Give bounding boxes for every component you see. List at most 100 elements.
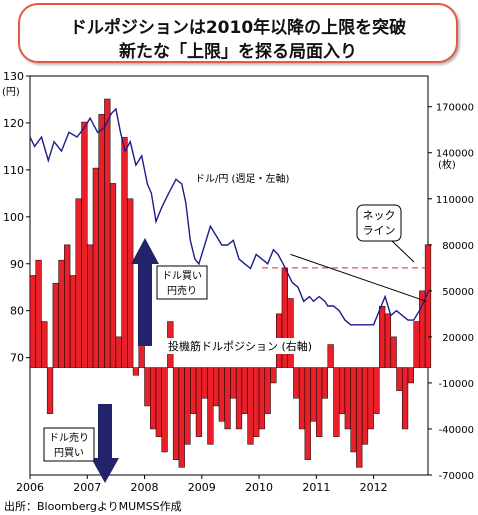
title-box: ドルポジションは2010年以降の上限を突破 新たな「上限」を探る局面入り xyxy=(18,3,458,63)
position-bar xyxy=(270,367,277,384)
dollar-sell-label: ドル売り xyxy=(49,431,89,444)
x-tick-label: 2008 xyxy=(131,481,159,494)
source-note: 出所：BloombergよりMUMSS作成 xyxy=(4,500,182,513)
right-tick-label: 140000 xyxy=(436,149,474,160)
position-bar xyxy=(419,290,426,368)
position-bar xyxy=(379,305,386,368)
series-label-positions: 投機筋ドルポジション (右軸) xyxy=(168,339,312,353)
left-tick-label: 100 xyxy=(3,211,24,224)
position-bar xyxy=(201,367,208,399)
position-bar xyxy=(253,367,260,437)
position-bar xyxy=(81,121,88,368)
position-bar xyxy=(69,275,77,368)
position-bar xyxy=(109,183,117,368)
position-bar xyxy=(64,244,71,368)
up-arrow-head xyxy=(131,238,159,264)
down-arrow-head xyxy=(91,458,119,483)
position-bar xyxy=(344,367,351,430)
position-bar xyxy=(195,367,203,437)
position-bar xyxy=(224,367,231,430)
position-bar xyxy=(367,367,374,430)
position-bar xyxy=(184,367,191,445)
position-bar xyxy=(207,367,214,445)
neckline-label: ネック xyxy=(363,209,396,222)
position-bar xyxy=(104,98,111,368)
position-bar xyxy=(218,367,225,422)
position-bar xyxy=(264,367,271,414)
left-axis-unit: (円) xyxy=(2,87,20,98)
right-tick-label: 110000 xyxy=(436,195,474,206)
x-tick-label: 2010 xyxy=(245,481,273,494)
position-bar xyxy=(424,244,432,368)
position-bar xyxy=(401,367,409,430)
series-label-usdjpy: ドル/円 (週足・左軸) xyxy=(195,172,289,185)
x-tick-label: 2006 xyxy=(16,481,44,494)
position-bar xyxy=(190,367,197,414)
position-bar xyxy=(350,367,357,453)
usdjpy-line xyxy=(29,107,429,326)
neckline-label: ライン xyxy=(363,224,396,237)
position-bar xyxy=(333,367,340,437)
position-bar xyxy=(213,367,220,407)
right-tick-label: 170000 xyxy=(436,103,474,114)
position-bar xyxy=(390,336,397,368)
position-bar xyxy=(293,367,300,399)
dollar-sell-label: 円買い xyxy=(54,447,84,459)
x-tick-label: 2007 xyxy=(73,481,101,494)
position-bar xyxy=(127,198,134,368)
position-bar xyxy=(356,367,363,468)
position-bar xyxy=(115,336,122,368)
position-bar xyxy=(230,367,237,399)
left-tick-label: 110 xyxy=(3,164,24,177)
title-line-2: 新たな「上限」を探る局面入り xyxy=(119,42,357,62)
right-axis-unit: (枚) xyxy=(438,158,456,171)
neckline xyxy=(290,253,427,302)
position-bar xyxy=(310,367,317,422)
left-tick-label: 130 xyxy=(3,70,24,83)
position-bar xyxy=(132,367,140,376)
position-bar xyxy=(407,367,414,384)
position-bar xyxy=(172,367,180,460)
position-bar xyxy=(41,321,48,368)
neckline-pointer xyxy=(391,240,415,263)
position-bar xyxy=(75,198,82,368)
position-bar xyxy=(304,367,311,460)
position-bar xyxy=(235,367,243,430)
position-bar xyxy=(361,367,369,445)
position-bar xyxy=(384,313,392,368)
right-tick-label: 80000 xyxy=(442,241,474,252)
dollar-sell-box xyxy=(43,427,95,462)
position-bar xyxy=(316,367,323,437)
position-bar xyxy=(287,298,294,368)
position-bar xyxy=(29,275,36,368)
left-tick-label: 90 xyxy=(10,258,24,271)
position-bar xyxy=(87,244,94,368)
right-tick-label: -70000 xyxy=(439,471,474,482)
position-bar xyxy=(98,114,105,368)
position-bar xyxy=(373,367,380,414)
position-bar xyxy=(241,367,248,414)
position-bar xyxy=(150,367,157,430)
position-bar xyxy=(396,367,403,391)
neckline-callout-box xyxy=(356,204,402,242)
x-tick-label: 2009 xyxy=(188,481,216,494)
up-arrow-shaft xyxy=(138,262,152,346)
title-line-1: ドルポジションは2010年以降の上限を突破 xyxy=(69,18,407,38)
position-bar xyxy=(258,367,266,430)
x-tick-label: 2011 xyxy=(302,481,330,494)
position-bar xyxy=(247,367,254,445)
position-bar xyxy=(413,321,420,368)
chart: 70 80 90 100 110 120 130 (円) -70000 -40000 -10000 2… xyxy=(2,70,474,494)
position-bar xyxy=(35,259,42,368)
position-bar xyxy=(121,137,128,368)
right-tick-label: 20000 xyxy=(442,333,474,344)
position-bar xyxy=(52,282,59,368)
left-tick-label: 80 xyxy=(10,305,24,318)
position-bar xyxy=(58,259,65,368)
position-bar xyxy=(321,367,329,399)
positions-label-bg xyxy=(166,338,315,354)
position-bar xyxy=(298,367,306,430)
position-bar xyxy=(144,367,151,407)
position-bar xyxy=(46,367,54,414)
position-bar xyxy=(92,167,99,368)
